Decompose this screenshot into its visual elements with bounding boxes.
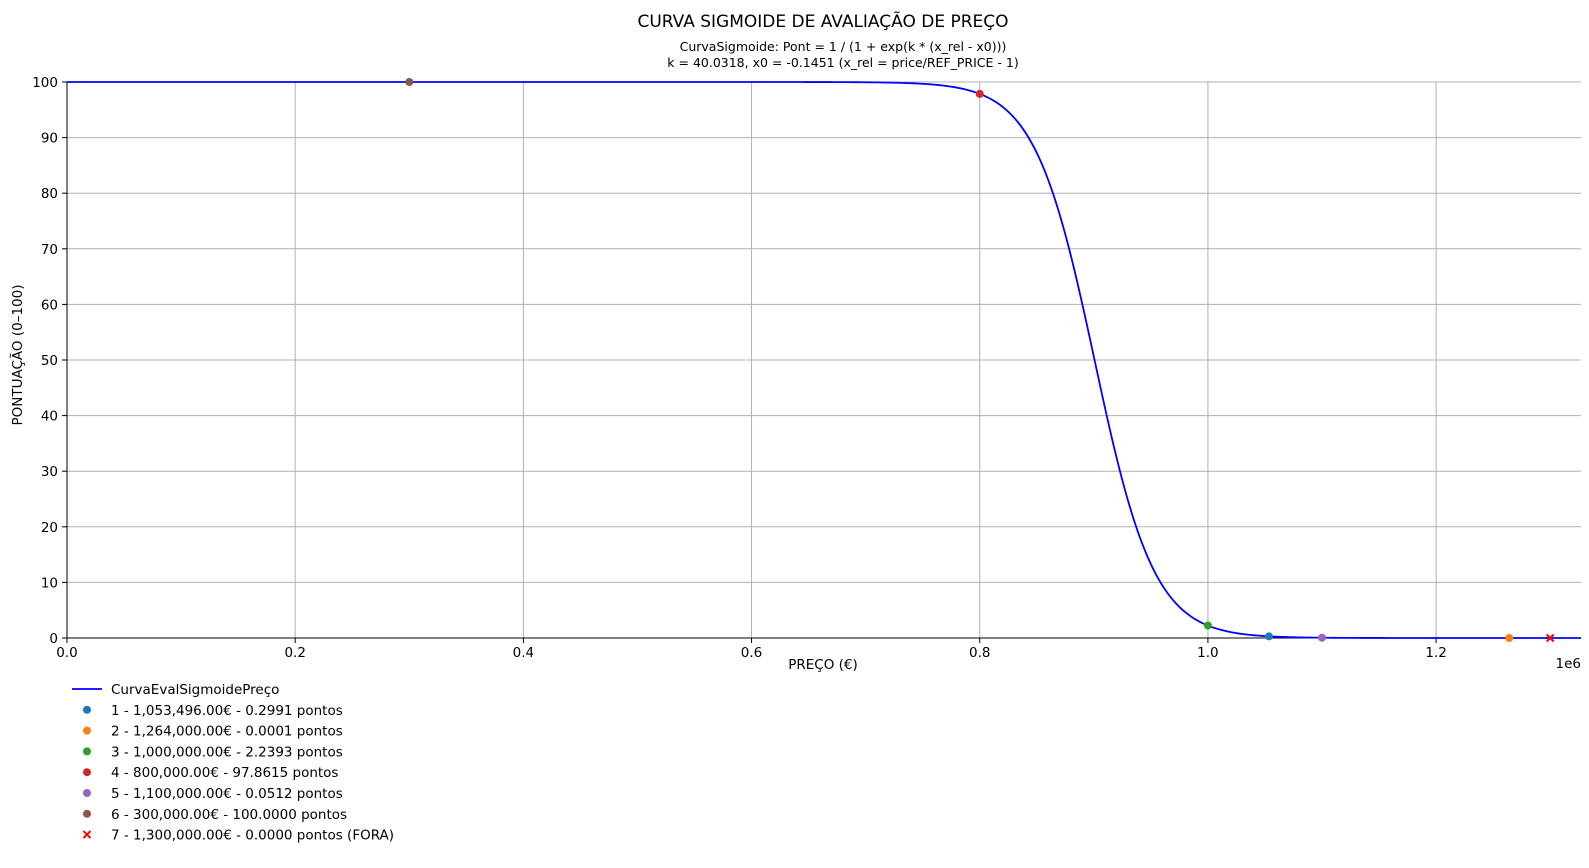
legend-swatch-4	[83, 768, 91, 777]
legend-swatch-7	[82, 830, 92, 839]
point-marker-1	[1264, 632, 1273, 641]
point-marker-5	[1318, 633, 1327, 642]
legend: CurvaEvalSigmoidePreço 1 - 1,053,496.00€ …	[72, 682, 394, 844]
point-marker-3	[1203, 621, 1212, 630]
point-marker-2	[1505, 633, 1514, 642]
y-tick-label-8: 80	[41, 186, 58, 202]
point-marker-6	[405, 78, 414, 86]
sigmoid-curve-line	[67, 81, 1581, 639]
legend-label-5: 5 - 1,100,000.00€ - 0.0512 pontos	[111, 786, 343, 802]
legend-label-4: 4 - 800,000.00€ - 97.8615 pontos	[111, 765, 338, 781]
x-tick-label-0: 0.0	[56, 645, 77, 661]
grid-lines	[66, 81, 1581, 639]
legend-label-6: 6 - 300,000.00€ - 100.0000 pontos	[111, 807, 347, 823]
x-axis-offset-label: 1e6	[1556, 656, 1581, 672]
y-tick-label-5: 50	[41, 353, 58, 369]
point-marker-4	[975, 89, 984, 98]
legend-label-2: 2 - 1,264,000.00€ - 0.0001 pontos	[111, 724, 343, 740]
legend-swatch-6	[83, 809, 91, 818]
y-tick-label-0: 0	[49, 631, 58, 647]
y-tick-label-3: 30	[41, 464, 58, 480]
y-tick-label-1: 10	[41, 575, 58, 591]
x-tick-label-1: 0.2	[284, 645, 305, 661]
legend-swatch-3	[83, 747, 91, 756]
y-tick-label-10: 100	[32, 75, 58, 91]
x-axis-ticks: 0.0 0.2 0.4 0.6 0.8 1.0 1.2	[56, 638, 1447, 661]
legend-label-7: 7 - 1,300,000.00€ - 0.0000 pontos (FORA)	[111, 828, 394, 844]
x-tick-label-4: 0.8	[969, 645, 990, 661]
price-points	[405, 78, 1555, 643]
legend-swatch-5	[83, 789, 91, 797]
y-tick-label-7: 70	[41, 242, 58, 258]
x-tick-label-3: 0.6	[741, 645, 762, 661]
y-tick-label-2: 20	[41, 520, 58, 536]
chart-subtitle-line-1: CurvaSigmoide: Pont = 1 / (1 + exp(k * (…	[680, 39, 1007, 54]
chart-title: CURVA SIGMOIDE DE AVALIAÇÃO DE PREÇO	[637, 10, 1008, 32]
legend-label-3: 3 - 1,000,000.00€ - 2.2393 pontos	[111, 744, 343, 760]
legend-label-1: 1 - 1,053,496.00€ - 0.2991 pontos	[111, 703, 343, 719]
legend-swatch-1	[83, 705, 91, 714]
x-tick-label-2: 0.4	[513, 645, 534, 661]
x-tick-label-5: 1.0	[1197, 645, 1218, 661]
y-axis-label: PONTUAÇÃO (0–100)	[9, 285, 26, 426]
legend-curve-label: CurvaEvalSigmoidePreço	[111, 682, 279, 698]
y-axis-ticks: 0 10 20 30 40 50 60 70 80 90 100	[32, 75, 67, 647]
point-marker-7	[1545, 633, 1555, 643]
chart-subtitle-line-2: k = 40.0318, x0 = -0.1451 (x_rel = price…	[667, 55, 1018, 70]
legend-swatch-2	[83, 726, 91, 735]
x-tick-label-6: 1.2	[1425, 645, 1446, 661]
x-axis-label: PREÇO (€)	[788, 657, 858, 673]
y-tick-label-6: 60	[41, 297, 58, 313]
y-tick-label-4: 40	[41, 409, 58, 425]
y-tick-label-9: 90	[41, 131, 58, 147]
